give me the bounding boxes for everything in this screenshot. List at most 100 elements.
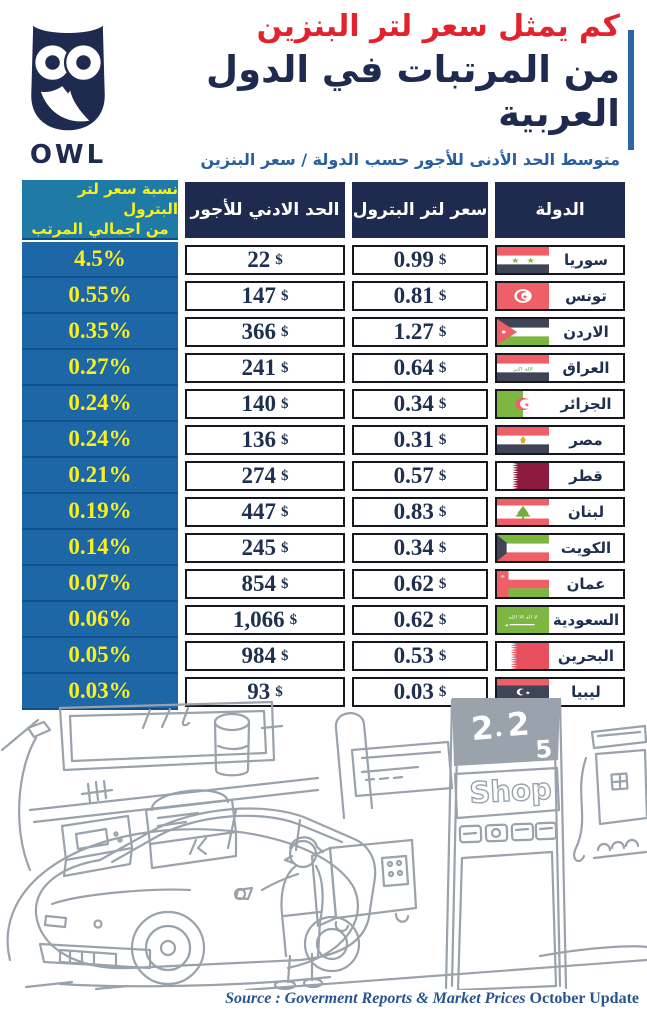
currency-symbol: $ bbox=[438, 323, 447, 340]
wage-cell: 136 $ bbox=[185, 425, 345, 455]
wage-value: 140 bbox=[241, 391, 277, 416]
column-header-percent-line2: من اجمالي المرتب bbox=[31, 220, 169, 239]
price-cell: 0.62 $ bbox=[352, 605, 488, 635]
sign-digit: 2 bbox=[470, 709, 495, 748]
country-name: العراق bbox=[562, 359, 610, 377]
percent-cell: 0.03% bbox=[22, 674, 178, 710]
currency-symbol: $ bbox=[281, 395, 289, 412]
wage-cell: 245 $ bbox=[185, 533, 345, 563]
wage-cell: 447 $ bbox=[185, 497, 345, 527]
owl-logo: OWL bbox=[16, 20, 120, 170]
price-value: 0.83 bbox=[393, 499, 434, 524]
country-name: عمان bbox=[566, 575, 606, 593]
flag-jordan-icon bbox=[497, 319, 549, 345]
price-cell: 0.34 $ bbox=[352, 389, 488, 419]
currency-symbol: $ bbox=[438, 503, 447, 520]
currency-symbol: $ bbox=[275, 683, 283, 700]
price-cell: 0.57 $ bbox=[352, 461, 488, 491]
wage-value: 93 bbox=[247, 679, 271, 704]
percent-cell: 0.35% bbox=[22, 314, 178, 350]
wage-cell: 147 $ bbox=[185, 281, 345, 311]
price-value: 0.64 bbox=[393, 355, 434, 380]
flag-oman-icon: ✳ bbox=[497, 571, 549, 597]
country-cell: الله اكبر العراق bbox=[495, 353, 625, 383]
price-value: 0.62 bbox=[393, 571, 434, 596]
svg-text:★: ★ bbox=[525, 690, 531, 696]
data-table: نسبة سعر لتر البترول من اجمالي المرتب ال… bbox=[22, 180, 625, 710]
price-value: 1.27 bbox=[393, 319, 434, 344]
currency-symbol: $ bbox=[438, 539, 447, 556]
wage-cell: 140 $ bbox=[185, 389, 345, 419]
country-name: مصر bbox=[569, 431, 603, 449]
flag-syria-icon: ★ ★ bbox=[497, 247, 549, 273]
percent-cell: 0.24% bbox=[22, 422, 178, 458]
price-value: 0.62 bbox=[393, 607, 434, 632]
flag-saudi-icon: لا اله الا الله bbox=[497, 607, 549, 633]
currency-symbol: $ bbox=[281, 467, 289, 484]
currency-symbol: $ bbox=[438, 683, 447, 700]
wage-value: 1,066 bbox=[232, 607, 285, 632]
wage-cell: 984 $ bbox=[185, 641, 345, 671]
flag-kuwait-icon bbox=[497, 535, 549, 561]
flag-qatar-icon bbox=[497, 463, 549, 489]
shop-sign-label: Shop bbox=[469, 772, 553, 810]
svg-text:★: ★ bbox=[526, 257, 535, 266]
country-cell: لا اله الا الله السعودية bbox=[495, 605, 625, 635]
flag-iraq-icon: الله اكبر bbox=[497, 355, 549, 381]
country-name: السعودية bbox=[552, 611, 620, 629]
column-header-percent: نسبة سعر لتر البترول من اجمالي المرتب bbox=[22, 180, 178, 240]
svg-text:★: ★ bbox=[511, 257, 520, 266]
price-cell: 0.83 $ bbox=[352, 497, 488, 527]
currency-symbol: $ bbox=[438, 575, 447, 592]
currency-symbol: $ bbox=[438, 287, 447, 304]
wage-cell: 366 $ bbox=[185, 317, 345, 347]
price-value: 0.31 bbox=[393, 427, 434, 452]
currency-symbol: $ bbox=[281, 647, 289, 664]
wage-value: 854 bbox=[241, 571, 277, 596]
wage-cell: 854 $ bbox=[185, 569, 345, 599]
country-cell: ✳ عمان bbox=[495, 569, 625, 599]
svg-text:لا اله الا الله: لا اله الا الله bbox=[509, 615, 538, 620]
price-sign: 2 2 5 Shop bbox=[452, 698, 560, 811]
currency-symbol: $ bbox=[281, 539, 289, 556]
price-value: 0.34 bbox=[393, 391, 434, 416]
currency-symbol: $ bbox=[438, 359, 447, 376]
percent-cell: 0.14% bbox=[22, 530, 178, 566]
price-value: 0.57 bbox=[393, 463, 434, 488]
wage-value: 984 bbox=[241, 643, 277, 668]
country-cell: البحرين bbox=[495, 641, 625, 671]
currency-symbol: $ bbox=[281, 503, 289, 520]
sign-digit: 5 bbox=[534, 735, 553, 764]
wage-value: 22 bbox=[247, 247, 271, 272]
price-value: 0.53 bbox=[393, 643, 434, 668]
percent-cell: 0.07% bbox=[22, 566, 178, 602]
column-header-country: الدولة bbox=[495, 182, 625, 238]
percent-cell: 0.19% bbox=[22, 494, 178, 530]
price-cell: 1.27 $ bbox=[352, 317, 488, 347]
wage-value: 447 bbox=[241, 499, 277, 524]
country-name: الجزائر bbox=[560, 395, 612, 413]
svg-text:★: ★ bbox=[522, 294, 529, 300]
country-cell: ★ الجزائر bbox=[495, 389, 625, 419]
percent-cell: 0.21% bbox=[22, 458, 178, 494]
sign-digit: 2 bbox=[506, 705, 531, 744]
flag-tunisia-icon: ★ bbox=[497, 283, 549, 309]
price-value: 0.99 bbox=[393, 247, 434, 272]
price-cell: 0.34 $ bbox=[352, 533, 488, 563]
percent-cell: 0.55% bbox=[22, 278, 178, 314]
svg-text:★: ★ bbox=[524, 402, 531, 408]
percent-cell: 4.5% bbox=[22, 242, 178, 278]
price-cell: 0.81 $ bbox=[352, 281, 488, 311]
wage-value: 245 bbox=[241, 535, 277, 560]
page-title-block: كم يمثل سعر لتر البنزين من المرتبات في ا… bbox=[140, 8, 620, 169]
wage-cell: 1,066 $ bbox=[185, 605, 345, 635]
country-cell: مصر bbox=[495, 425, 625, 455]
country-cell: لبنان bbox=[495, 497, 625, 527]
price-cell: 0.99 $ bbox=[352, 245, 488, 275]
svg-text:الله اكبر: الله اكبر bbox=[512, 367, 533, 372]
percent-cell: 0.24% bbox=[22, 386, 178, 422]
country-name: قطر bbox=[569, 467, 603, 485]
wage-value: 274 bbox=[241, 463, 277, 488]
currency-symbol: $ bbox=[438, 431, 447, 448]
flag-bahrain-icon bbox=[497, 643, 549, 669]
